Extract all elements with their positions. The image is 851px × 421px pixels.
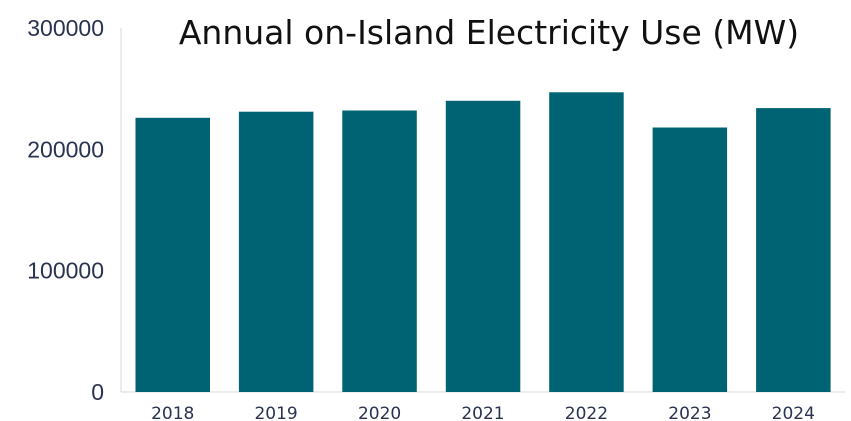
y-tick-label-300000: 300000 bbox=[27, 15, 104, 41]
y-tick-label-200000: 200000 bbox=[27, 136, 104, 162]
bars-group bbox=[135, 92, 831, 393]
x-tick-label-2020: 2020 bbox=[358, 404, 401, 421]
x-tick-label-2018: 2018 bbox=[151, 404, 194, 421]
x-tick-label-2024: 2024 bbox=[772, 404, 815, 421]
x-tick-label-2019: 2019 bbox=[254, 404, 297, 421]
x-axis-ticks: 2018 2019 2020 2021 2022 2023 2024 bbox=[151, 404, 815, 421]
y-tick-label-100000: 100000 bbox=[27, 258, 104, 284]
x-tick-label-2023: 2023 bbox=[668, 404, 711, 421]
bar-2021 bbox=[445, 100, 521, 393]
x-tick-label-2022: 2022 bbox=[565, 404, 608, 421]
y-tick-label-0: 0 bbox=[91, 379, 104, 405]
y-axis-ticks: 0 100000 200000 300000 bbox=[27, 15, 104, 405]
bar-2018 bbox=[135, 117, 210, 393]
bar-2024 bbox=[756, 108, 831, 392]
bar-2019 bbox=[238, 111, 314, 392]
bar-2023 bbox=[652, 127, 728, 392]
bar-2020 bbox=[342, 110, 417, 392]
bar-2022 bbox=[549, 92, 624, 393]
chart-title: Annual on-Island Electricity Use (MW) bbox=[179, 13, 799, 52]
x-tick-label-2021: 2021 bbox=[461, 404, 504, 421]
